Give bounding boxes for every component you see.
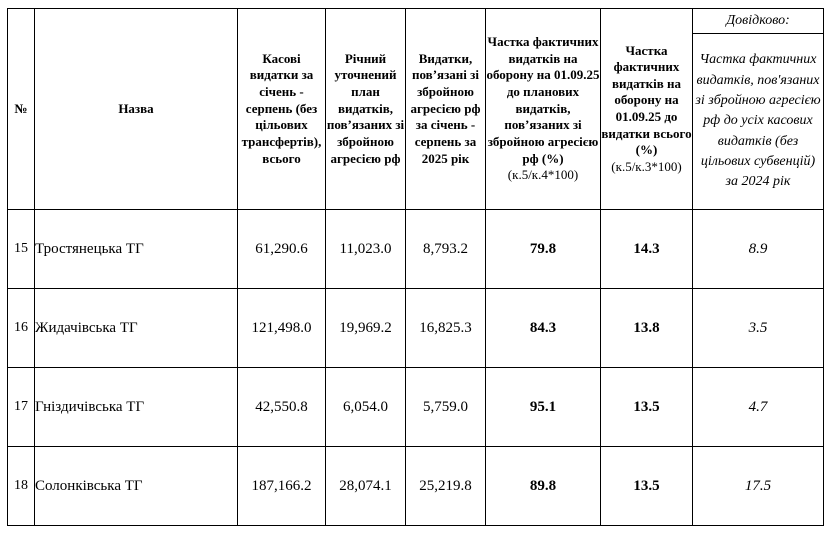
war-expenditures-cell: 25,219.8: [405, 446, 486, 526]
annual-plan-cell: 19,969.2: [325, 288, 406, 368]
table-row: 15 Тростянецька ТГ 61,290.6 11,023.0 8,7…: [7, 209, 824, 289]
table-row: 17 Гніздичівська ТГ 42,550.8 6,054.0 5,7…: [7, 367, 824, 447]
expenditures-table: № Назва Касові видатки за січень - серпе…: [7, 8, 824, 526]
share-of-total-cell: 13.8: [600, 288, 693, 368]
annual-plan-cell: 11,023.0: [325, 209, 406, 289]
share-of-plan-cell: 89.8: [485, 446, 601, 526]
column-header-share-of-plan: Частка фактичних видатків на оборону на …: [485, 8, 601, 210]
cash-expenditures-cell: 121,498.0: [237, 288, 326, 368]
share-of-plan-cell: 79.8: [485, 209, 601, 289]
share-of-total-formula: (к.5/к.3*100): [611, 158, 682, 174]
share-of-total-cell: 13.5: [600, 446, 693, 526]
column-header-share-of-total: Частка фактичних видатків на оборону на …: [600, 8, 693, 210]
hromada-name-cell: Тростянецька ТГ: [34, 209, 238, 289]
reference-share-cell: 17.5: [692, 446, 824, 526]
share-of-total-label: Частка фактичних видатків на оборону на …: [601, 42, 692, 158]
cash-expenditures-cell: 42,550.8: [237, 367, 326, 447]
column-header-reference-title: Довідково:: [692, 8, 824, 34]
hromada-name-cell: Солонківська ТГ: [34, 446, 238, 526]
cash-expenditures-cell: 61,290.6: [237, 209, 326, 289]
column-header-war-expenditures: Видатки, пов’язані зі збройною агресією …: [405, 8, 486, 210]
row-number-cell: 15: [7, 209, 35, 289]
reference-share-cell: 3.5: [692, 288, 824, 368]
hromada-name-cell: Гніздичівська ТГ: [34, 367, 238, 447]
war-expenditures-cell: 16,825.3: [405, 288, 486, 368]
share-of-total-cell: 13.5: [600, 367, 693, 447]
reference-share-cell: 4.7: [692, 367, 824, 447]
annual-plan-cell: 28,074.1: [325, 446, 406, 526]
share-of-plan-cell: 95.1: [485, 367, 601, 447]
share-of-plan-formula: (к.5/к.4*100): [507, 167, 579, 183]
share-of-total-cell: 14.3: [600, 209, 693, 289]
cash-expenditures-cell: 187,166.2: [237, 446, 326, 526]
header-row-top: № Назва Касові видатки за січень - серпе…: [7, 8, 824, 210]
row-number-cell: 18: [7, 446, 35, 526]
share-of-plan-cell: 84.3: [485, 288, 601, 368]
hromada-name-cell: Жидачівська ТГ: [34, 288, 238, 368]
table-row: 18 Солонківська ТГ 187,166.2 28,074.1 25…: [7, 446, 824, 526]
header-row-reference: Частка фактичних видатків, пов'язаних зі…: [8, 33, 824, 210]
column-header-cash-expenditures: Касові видатки за січень - серпень (без …: [237, 8, 326, 210]
annual-plan-cell: 6,054.0: [325, 367, 406, 447]
column-header-reference-description: Частка фактичних видатків, пов'язаних зі…: [692, 33, 824, 210]
column-header-name: Назва: [34, 8, 238, 210]
column-header-number: №: [7, 8, 35, 210]
table-row: 16 Жидачівська ТГ 121,498.0 19,969.2 16,…: [7, 288, 824, 368]
war-expenditures-cell: 5,759.0: [405, 367, 486, 447]
share-of-plan-label: Частка фактичних видатків на оборону на …: [486, 34, 600, 166]
war-expenditures-cell: 8,793.2: [405, 209, 486, 289]
reference-share-cell: 8.9: [692, 209, 824, 289]
row-number-cell: 17: [7, 367, 35, 447]
row-number-cell: 16: [7, 288, 35, 368]
column-header-annual-plan: Річний уточнений план видатків, пов’язан…: [325, 8, 406, 210]
